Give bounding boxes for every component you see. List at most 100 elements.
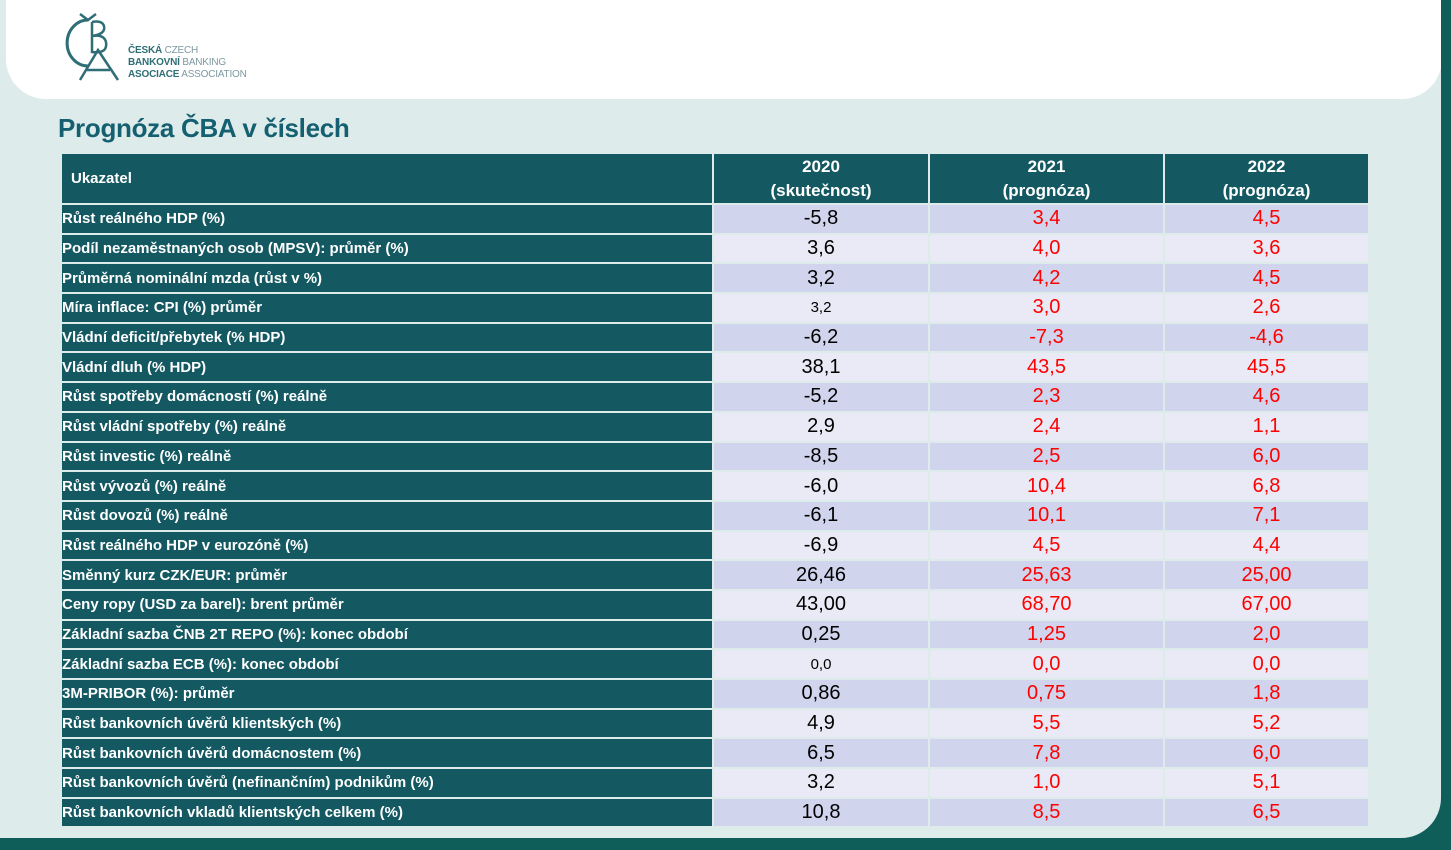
row-label: 3M-PRIBOR (%): průměr — [62, 680, 712, 708]
table-row: Růst vládní spotřeby (%) reálně 2,9 2,4 … — [62, 412, 1368, 441]
slide: ČESKÁ CZECH BANKOVNÍ BANKING ASOCIACE AS… — [0, 0, 1441, 838]
row-label: Ceny ropy (USD za barel): brent průměr — [62, 590, 712, 619]
table-header-row: Ukazatel 2020 (skutečnost) 2021 (prognóz… — [62, 154, 1368, 203]
row-label: Růst bankovních úvěrů klientských (%) — [62, 709, 712, 738]
header-2021: 2021 (prognóza) — [930, 154, 1163, 203]
table-row: Průměrná nominální mzda (růst v %) 3,2 4… — [62, 264, 1368, 293]
cba-logo-icon — [65, 13, 120, 81]
row-label: Vládní dluh (% HDP) — [62, 353, 712, 382]
value-2022: 67,00 — [1165, 590, 1368, 619]
value-2022: 7,1 — [1165, 501, 1368, 530]
value-2022: 2,6 — [1165, 294, 1368, 322]
logo-text: ČESKÁ CZECH BANKOVNÍ BANKING ASOCIACE AS… — [128, 45, 247, 81]
value-2020: -5,8 — [714, 205, 928, 233]
row-label: Podíl nezaměstnaných osob (MPSV): průměr… — [62, 234, 712, 263]
table-row: Základní sazba ČNB 2T REPO (%): konec ob… — [62, 620, 1368, 649]
header-indicator: Ukazatel — [62, 154, 712, 203]
value-2022: 6,8 — [1165, 472, 1368, 500]
row-label: Růst dovozů (%) reálně — [62, 501, 712, 530]
value-2022: 5,2 — [1165, 709, 1368, 738]
value-2020: 38,1 — [714, 353, 928, 382]
table-row: Růst dovozů (%) reálně -6,1 10,1 7,1 — [62, 501, 1368, 530]
value-2020: 3,2 — [714, 264, 928, 293]
value-2020: 4,9 — [714, 709, 928, 738]
forecast-table: Ukazatel 2020 (skutečnost) 2021 (prognóz… — [60, 152, 1370, 828]
value-2021: 0,75 — [930, 680, 1163, 708]
logo-line-2: BANKOVNÍ BANKING — [128, 57, 226, 68]
value-2022: 4,5 — [1165, 264, 1368, 293]
table-row: Růst bankovních úvěrů domácnostem (%) 6,… — [62, 739, 1368, 768]
value-2022: 4,4 — [1165, 531, 1368, 560]
value-2020: 26,46 — [714, 561, 928, 589]
value-2022: 1,1 — [1165, 412, 1368, 441]
row-label: Základní sazba ČNB 2T REPO (%): konec ob… — [62, 620, 712, 649]
value-2021: 7,8 — [930, 739, 1163, 768]
logo-line-1: ČESKÁ CZECH — [128, 45, 199, 56]
table-row: Směnný kurz CZK/EUR: průměr 26,46 25,63 … — [62, 561, 1368, 589]
table-row: Růst reálného HDP v eurozóně (%) -6,9 4,… — [62, 531, 1368, 560]
value-2021: 3,0 — [930, 294, 1163, 322]
table-row: Růst reálného HDP (%) -5,8 3,4 4,5 — [62, 205, 1368, 233]
value-2020: -6,0 — [714, 472, 928, 500]
row-label: Růst bankovních úvěrů domácnostem (%) — [62, 739, 712, 768]
value-2021: 2,4 — [930, 412, 1163, 441]
value-2022: 3,6 — [1165, 234, 1368, 263]
value-2022: 0,0 — [1165, 650, 1368, 678]
table-row: Růst bankovních vkladů klientských celke… — [62, 798, 1368, 827]
value-2020: 0,25 — [714, 620, 928, 649]
value-2021: 4,0 — [930, 234, 1163, 263]
value-2020: -6,2 — [714, 323, 928, 352]
row-label: Růst vývozů (%) reálně — [62, 472, 712, 500]
value-2021: 10,4 — [930, 472, 1163, 500]
value-2021: -7,3 — [930, 323, 1163, 352]
table-row: Růst spotřeby domácností (%) reálně -5,2… — [62, 383, 1368, 411]
header-2020: 2020 (skutečnost) — [714, 154, 928, 203]
bottom-border — [0, 838, 1451, 850]
header-band: ČESKÁ CZECH BANKOVNÍ BANKING ASOCIACE AS… — [6, 0, 1441, 99]
value-2022: 2,0 — [1165, 620, 1368, 649]
row-label: Růst spotřeby domácností (%) reálně — [62, 383, 712, 411]
value-2020: 3,2 — [714, 769, 928, 797]
table-row: Míra inflace: CPI (%) průměr 3,2 3,0 2,6 — [62, 294, 1368, 322]
value-2021: 1,0 — [930, 769, 1163, 797]
value-2020: 3,2 — [714, 294, 928, 322]
table-row: Růst bankovních úvěrů (nefinančním) podn… — [62, 769, 1368, 797]
value-2020: 2,9 — [714, 412, 928, 441]
value-2022: 45,5 — [1165, 353, 1368, 382]
value-2022: 25,00 — [1165, 561, 1368, 589]
table-row: Růst vývozů (%) reálně -6,0 10,4 6,8 — [62, 472, 1368, 500]
value-2022: 4,6 — [1165, 383, 1368, 411]
row-label: Průměrná nominální mzda (růst v %) — [62, 264, 712, 293]
table-row: Základní sazba ECB (%): konec období 0,0… — [62, 650, 1368, 678]
table-row: Vládní dluh (% HDP) 38,1 43,5 45,5 — [62, 353, 1368, 382]
row-label: Růst reálného HDP v eurozóně (%) — [62, 531, 712, 560]
value-2020: -8,5 — [714, 442, 928, 471]
table-row: Růst investic (%) reálně -8,5 2,5 6,0 — [62, 442, 1368, 471]
value-2020: -5,2 — [714, 383, 928, 411]
table-row: Vládní deficit/přebytek (% HDP) -6,2 -7,… — [62, 323, 1368, 352]
value-2020: -6,9 — [714, 531, 928, 560]
value-2020: 0,86 — [714, 680, 928, 708]
value-2021: 4,5 — [930, 531, 1163, 560]
value-2020: 0,0 — [714, 650, 928, 678]
value-2020: 6,5 — [714, 739, 928, 768]
value-2021: 3,4 — [930, 205, 1163, 233]
value-2021: 0,0 — [930, 650, 1163, 678]
value-2021: 2,3 — [930, 383, 1163, 411]
value-2021: 10,1 — [930, 501, 1163, 530]
value-2021: 43,5 — [930, 353, 1163, 382]
value-2020: 10,8 — [714, 798, 928, 827]
value-2022: 6,5 — [1165, 798, 1368, 827]
row-label: Růst reálného HDP (%) — [62, 205, 712, 233]
value-2022: -4,6 — [1165, 323, 1368, 352]
header-2022: 2022 (prognóza) — [1165, 154, 1368, 203]
value-2021: 5,5 — [930, 709, 1163, 738]
row-label: Míra inflace: CPI (%) průměr — [62, 294, 712, 322]
value-2021: 68,70 — [930, 590, 1163, 619]
logo-line-3: ASOCIACE ASSOCIATION — [128, 69, 247, 80]
value-2021: 8,5 — [930, 798, 1163, 827]
value-2022: 5,1 — [1165, 769, 1368, 797]
value-2022: 6,0 — [1165, 739, 1368, 768]
table-row: 3M-PRIBOR (%): průměr 0,86 0,75 1,8 — [62, 680, 1368, 708]
value-2021: 4,2 — [930, 264, 1163, 293]
